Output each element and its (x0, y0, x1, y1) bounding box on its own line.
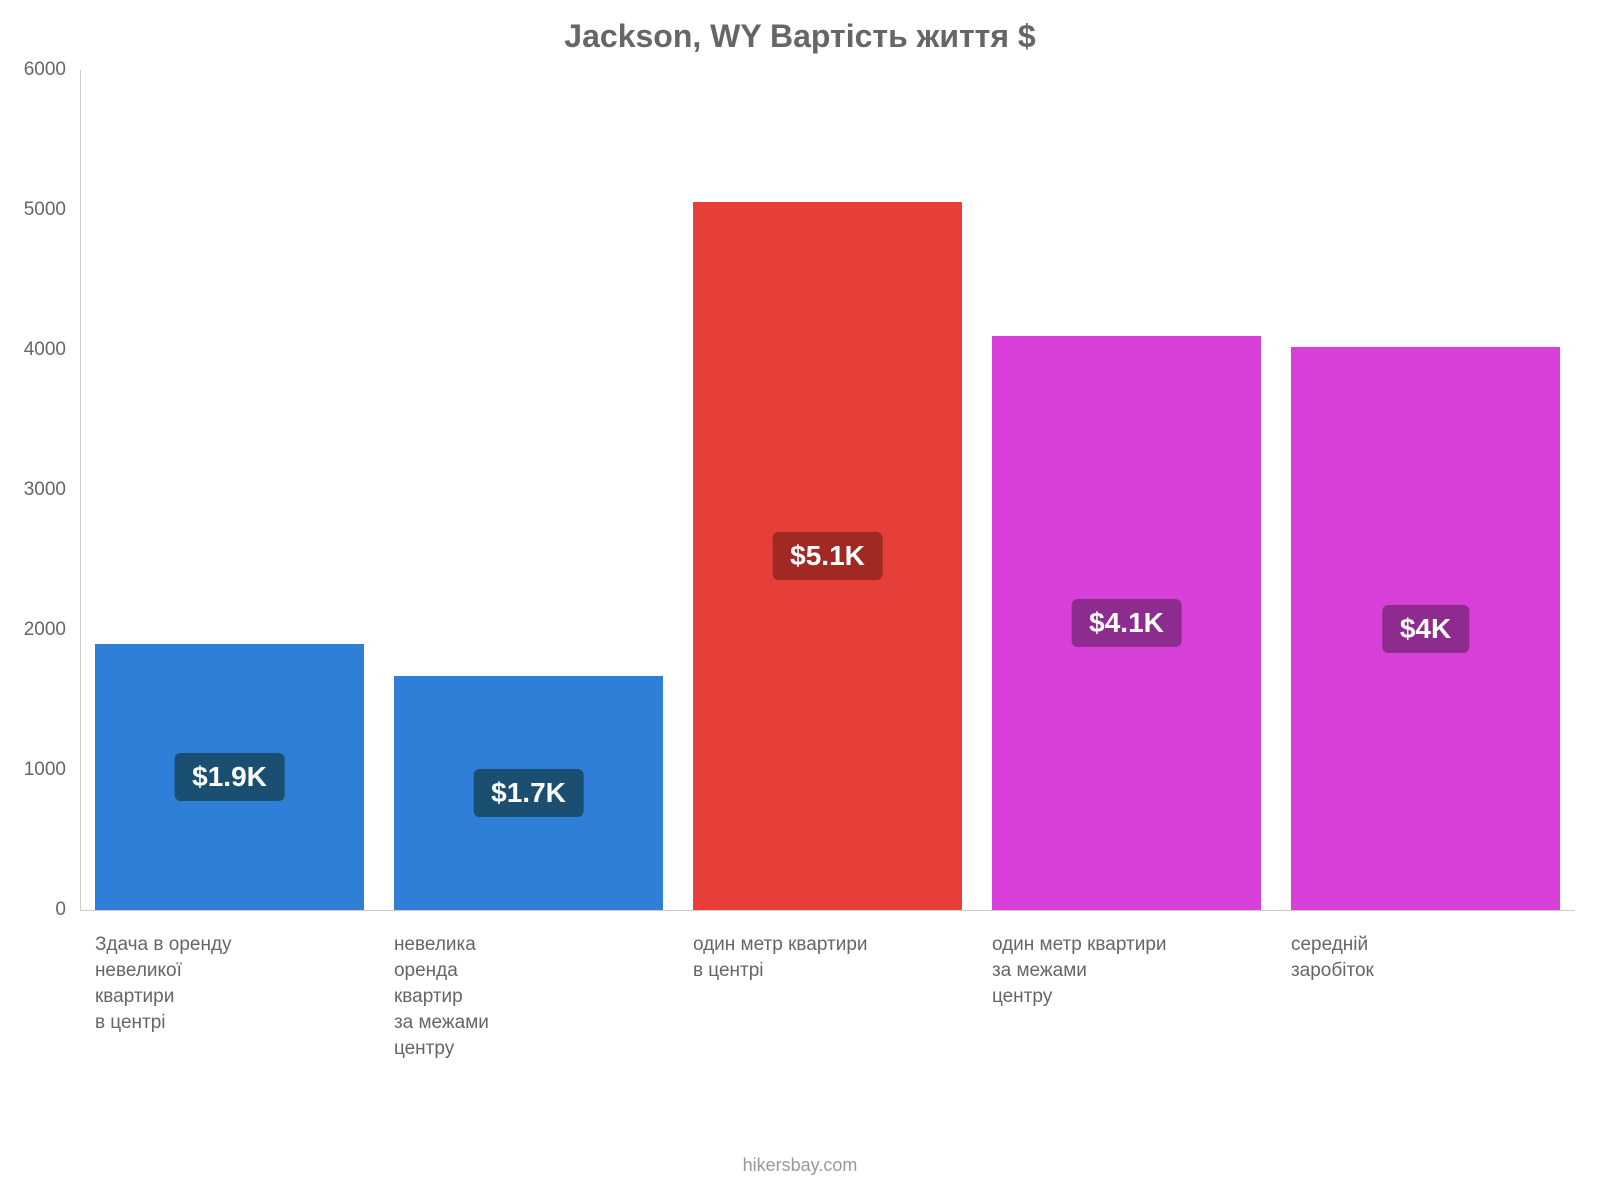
x-axis-line (80, 910, 1575, 911)
bar-value-label: $1.7K (473, 769, 584, 817)
bar-value-label: $4K (1382, 605, 1469, 653)
chart-caption: hikersbay.com (0, 1155, 1600, 1176)
y-tick-label: 6000 (0, 59, 66, 81)
x-tick-label: один метр квартири за межами центру (992, 932, 1261, 1010)
bar-value-label: $5.1K (772, 532, 883, 580)
chart-title: Jackson, WY Вартість життя $ (0, 18, 1600, 55)
plot-area: $1.9K $1.7K $5.1K $4.1K $4K (80, 70, 1575, 910)
cost-of-living-chart: Jackson, WY Вартість життя $ $1.9K$1.7K$… (0, 0, 1600, 1200)
x-tick-label: невелика оренда квартир за межами центру (394, 932, 663, 1062)
bar-value-label: $1.9K (174, 753, 285, 801)
y-tick-label: 4000 (0, 339, 66, 361)
y-tick-label: 1000 (0, 759, 66, 781)
y-tick-label: 2000 (0, 619, 66, 641)
x-tick-label: середній заробіток (1291, 932, 1560, 984)
x-tick-label: Здача в оренду невеликої квартири в цент… (95, 932, 364, 1036)
bar-value-label: $4.1K (1071, 599, 1182, 647)
y-tick-label: 5000 (0, 199, 66, 221)
y-tick-label: 0 (0, 899, 66, 921)
x-tick-label: один метр квартири в центрі (693, 932, 962, 984)
y-axis-line (80, 70, 81, 910)
y-tick-label: 3000 (0, 479, 66, 501)
